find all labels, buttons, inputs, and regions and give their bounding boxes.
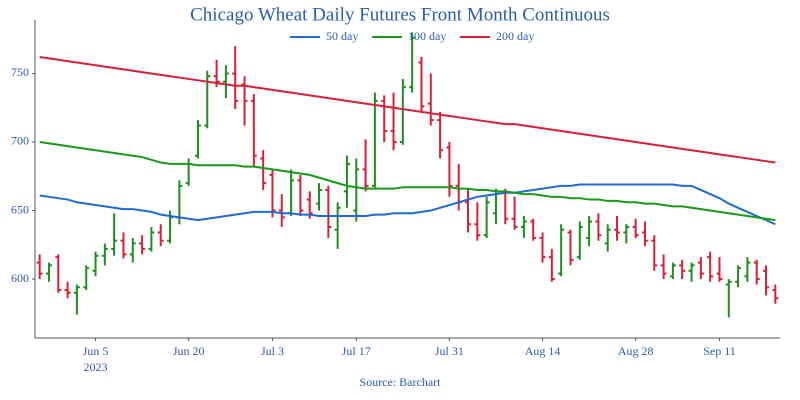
legend-label: 100 day (408, 29, 446, 43)
y-tick-label: 750 (11, 65, 29, 79)
x-tick-label: Jun 5 (83, 344, 109, 358)
x-tick-label: Jun 20 (173, 344, 205, 358)
source-note: Source: Barchart (360, 375, 442, 389)
x-tick-label: Jul 31 (435, 344, 464, 358)
legend-label: 200 day (496, 29, 534, 43)
moving-average-line (39, 141, 776, 222)
x-tick-label: Aug 28 (618, 344, 654, 358)
x-tick-label: Sep 11 (703, 344, 736, 358)
x-tick-label: Jul 17 (342, 344, 371, 358)
x-tick-label: Aug 14 (525, 344, 561, 358)
x-year-label: 2023 (84, 360, 108, 374)
x-tick-label: Jul 3 (261, 344, 284, 358)
y-tick-label: 650 (11, 202, 29, 216)
moving-average-line (39, 183, 776, 226)
legend-label: 50 day (326, 29, 358, 43)
y-tick-label: 600 (11, 271, 29, 285)
chart-title: Chicago Wheat Daily Futures Front Month … (190, 4, 610, 25)
y-tick-label: 700 (11, 134, 29, 148)
moving-average-line (39, 56, 776, 164)
